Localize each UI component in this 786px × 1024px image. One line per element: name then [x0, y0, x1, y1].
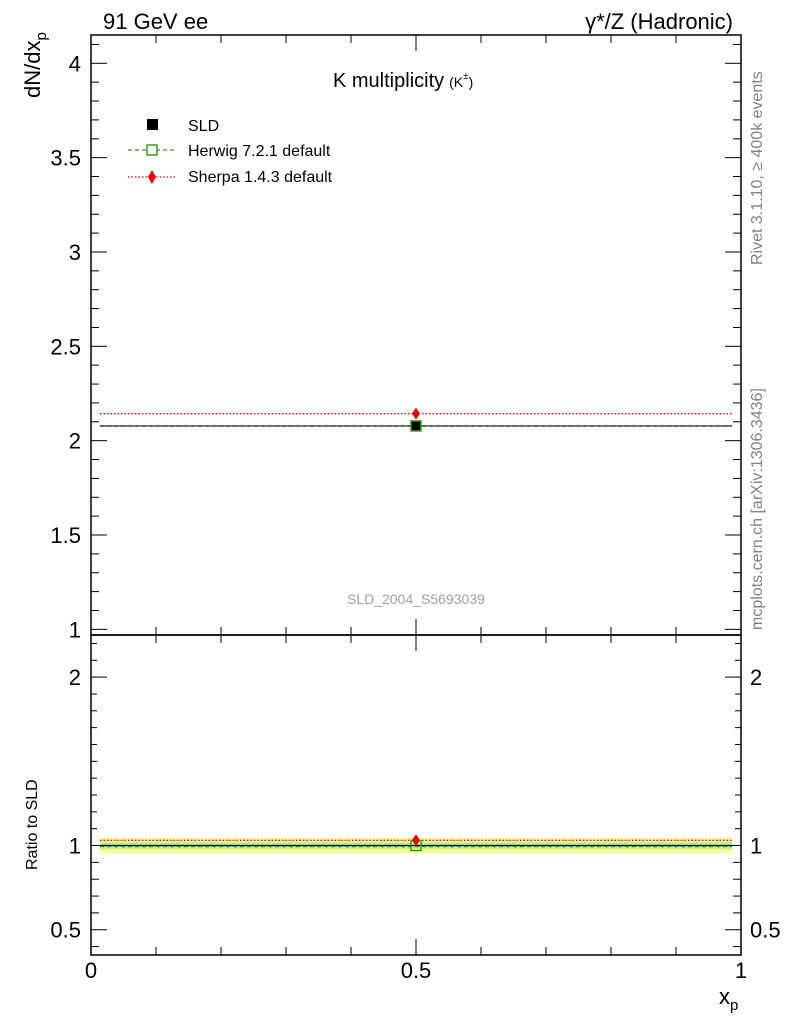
- upper-y-tick-label: 2: [69, 429, 81, 454]
- x-axis-label: xp: [719, 984, 738, 1014]
- upper-panel: 11.522.533.54 dN/dxp K multiplicity (K±) …: [20, 32, 742, 642]
- lower-y-tick-label-right: 1: [750, 834, 762, 859]
- chart-title-main: K multiplicity: [333, 70, 444, 92]
- header-right: γ*/Z (Hadronic): [585, 9, 733, 34]
- upper-y-axis-label: dN/dxp: [20, 32, 50, 98]
- sld-point: [410, 420, 422, 432]
- lower-panel: 0.5 0.51 12 2 0 0.5 1 Ratio to SLD xp: [24, 634, 781, 1014]
- lower-ticks: [90, 635, 742, 955]
- rivet-note: Rivet 3.1.10, ≥ 400k events: [749, 71, 766, 265]
- chart-title-close: ): [469, 74, 474, 90]
- chart-title-sup: ±: [463, 71, 469, 82]
- herwig-point: [410, 420, 422, 432]
- lower-marks: [100, 834, 732, 852]
- lower-y-tick-label: 2: [69, 665, 81, 690]
- legend-sld-marker: [147, 119, 158, 130]
- lower-y-axis-label: Ratio to SLD: [24, 779, 41, 870]
- x-tick-labels: 0 0.5 1: [85, 958, 747, 983]
- upper-y-tick-label: 3: [69, 240, 81, 265]
- analysis-watermark: SLD_2004_S5693039: [347, 591, 485, 607]
- chart-title: K multiplicity (K±): [333, 70, 473, 92]
- upper-y-tick-labels: 1 1.5 2 2.5 3 3.5 4: [50, 51, 81, 642]
- legend-herwig-marker: [146, 144, 158, 156]
- x-tick-label: 1: [735, 958, 747, 983]
- upper-ticks: [90, 35, 742, 635]
- lower-y-tick-label: 1: [69, 834, 81, 859]
- lower-frame: [90, 634, 742, 956]
- x-tick-label: 0: [85, 958, 97, 983]
- lower-y-tick-labels: 0.5 0.5 1 1 2 2: [50, 665, 780, 943]
- legend-sherpa-marker: [148, 170, 156, 184]
- legend: SLD Herwig 7.2.1 default Sherpa 1.4.3 de…: [128, 118, 333, 186]
- upper-marks: [100, 407, 732, 432]
- legend-sld-label: SLD: [188, 118, 219, 135]
- upper-y-tick-label: 3.5: [50, 146, 81, 171]
- upper-y-tick-label: 4: [69, 51, 81, 76]
- lower-y-tick-label-right: 2: [750, 665, 762, 690]
- mcplots-note: mcplots.cern.ch [arXiv:1306.3436]: [749, 388, 766, 630]
- lower-y-tick-label-right: 0.5: [750, 918, 781, 943]
- chart-title-suffix: (K: [449, 74, 464, 90]
- legend-herwig-label: Herwig 7.2.1 default: [188, 143, 331, 160]
- x-tick-label: 0.5: [401, 958, 432, 983]
- sherpa-point: [412, 407, 420, 420]
- legend-sherpa-label: Sherpa 1.4.3 default: [188, 169, 333, 186]
- ratio-sherpa-point: [412, 834, 420, 847]
- upper-y-tick-label: 1: [69, 617, 81, 642]
- header-left: 91 GeV ee: [103, 9, 208, 34]
- upper-y-tick-label: 1.5: [50, 523, 81, 548]
- lower-y-tick-label: 0.5: [50, 918, 81, 943]
- upper-y-tick-label: 2.5: [50, 334, 81, 359]
